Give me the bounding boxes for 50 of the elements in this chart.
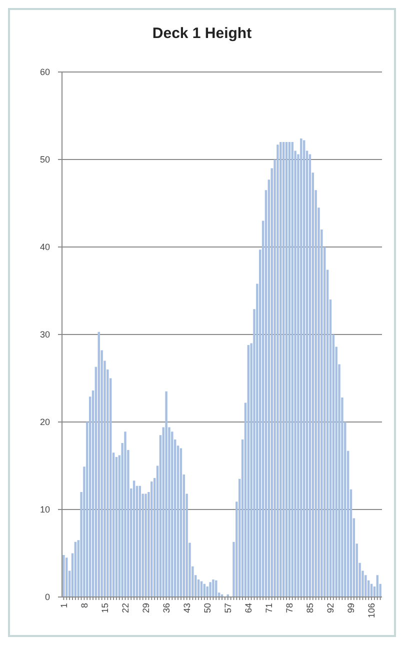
bar [98,332,100,597]
bar [280,142,282,597]
x-tick-label: 92 [326,603,336,614]
bar [171,432,174,597]
x-tick-label: 22 [120,603,130,614]
bar [138,486,142,597]
bar [165,391,168,597]
bar [300,138,302,597]
y-tick-label: 60 [40,67,50,78]
bar [132,480,136,597]
bar [66,558,68,597]
bar [74,542,77,597]
bar [282,142,285,597]
y-tick-label: 50 [40,154,50,165]
x-tick-label: 57 [223,603,234,614]
bar [150,482,153,597]
bar [376,575,378,597]
x-tick-label: 99 [346,603,356,614]
bar [62,555,65,597]
bar [291,142,294,597]
bar [144,494,147,597]
x-tick-label: 29 [140,603,151,614]
x-tick-label: 71 [264,603,274,614]
bar [212,580,214,597]
bar [209,582,212,597]
x-tick-label: 36 [161,603,172,614]
y-tick-label: 30 [40,330,50,340]
y-tick-label: 40 [40,242,50,252]
chart-title: Deck 1 Height [152,25,252,42]
x-tick-label: 1 [58,603,69,608]
x-tick-label: 43 [182,603,192,614]
bar [364,575,367,597]
bar [276,144,279,597]
y-tick-label: 10 [40,504,50,515]
bar [288,142,291,597]
bar [124,432,126,597]
x-tick-label: 15 [100,603,110,614]
bar [285,142,288,597]
x-tick-label: 78 [284,603,295,614]
bar [308,154,312,597]
x-tick-label: 106 [366,603,377,618]
x-tick-label: 8 [79,603,90,608]
bar [247,345,250,597]
x-tick-label: 64 [244,603,254,614]
bar [180,448,182,597]
y-tick-label: 0 [44,592,50,602]
x-tick-label: 85 [305,603,316,614]
x-tick-label: 50 [202,603,212,614]
bar [302,140,306,597]
y-tick-label: 20 [40,417,50,428]
